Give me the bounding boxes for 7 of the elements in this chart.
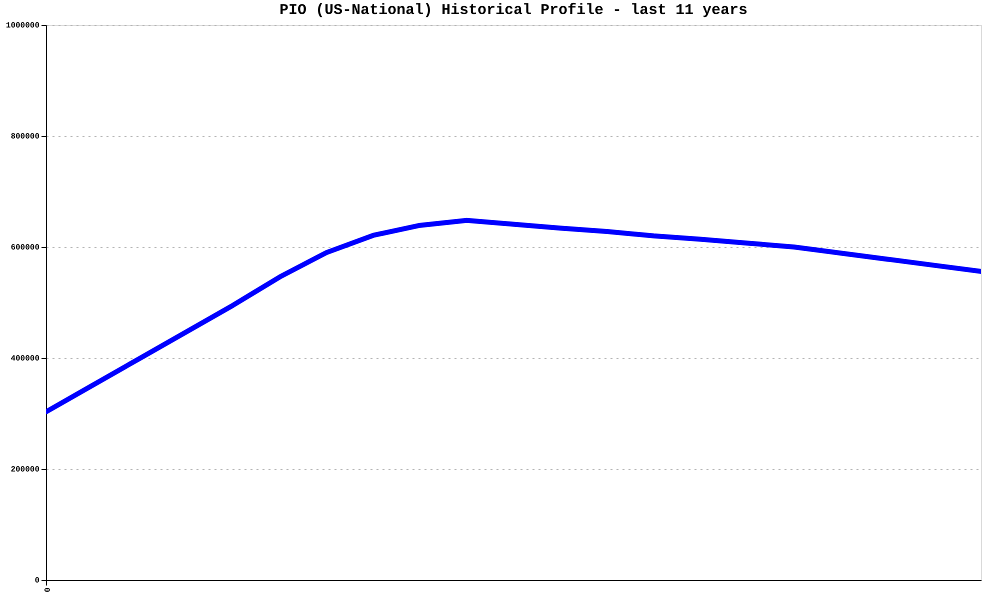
y-tick-label: 600000 bbox=[10, 244, 40, 252]
y-tick-label: 800000 bbox=[10, 132, 40, 142]
y-tick-label: 0 bbox=[34, 576, 40, 586]
y-tick-label: 1000000 bbox=[6, 22, 40, 30]
y-tick-label: 400000 bbox=[10, 354, 40, 364]
chart-title: PIO (US-National) Historical Profile - last 11 years bbox=[279, 2, 748, 19]
y-tick-label: 200000 bbox=[10, 466, 40, 474]
